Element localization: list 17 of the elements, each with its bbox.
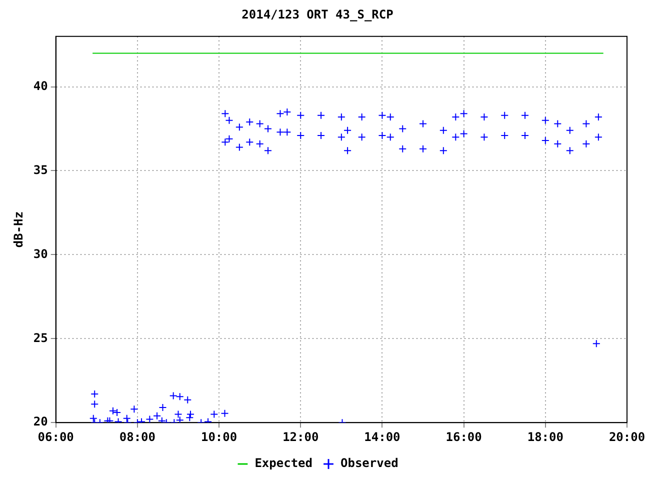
y-tick-label: 35 <box>33 162 48 177</box>
x-tick-label: 14:00 <box>364 430 400 444</box>
chart-title: 2014/123 ORT 43_S_RCP <box>242 7 394 22</box>
x-tick-label: 06:00 <box>38 430 74 444</box>
y-tick-label: 25 <box>33 330 48 345</box>
x-tick-label: 18:00 <box>527 430 564 444</box>
y-tick-label: 40 <box>33 78 48 93</box>
y-tick-label: 20 <box>33 414 48 429</box>
legend-label: Expected <box>254 456 312 470</box>
x-tick-label: 10:00 <box>200 430 238 444</box>
x-tick-label: 20:00 <box>608 430 646 444</box>
y-axis-title: dB-Hz <box>11 211 26 248</box>
x-tick-label: 12:00 <box>282 430 319 444</box>
y-tick-label: 30 <box>33 246 48 261</box>
x-tick-label: 16:00 <box>446 430 482 444</box>
legend-label: Observed <box>340 456 398 470</box>
x-tick-label: 08:00 <box>119 430 156 444</box>
